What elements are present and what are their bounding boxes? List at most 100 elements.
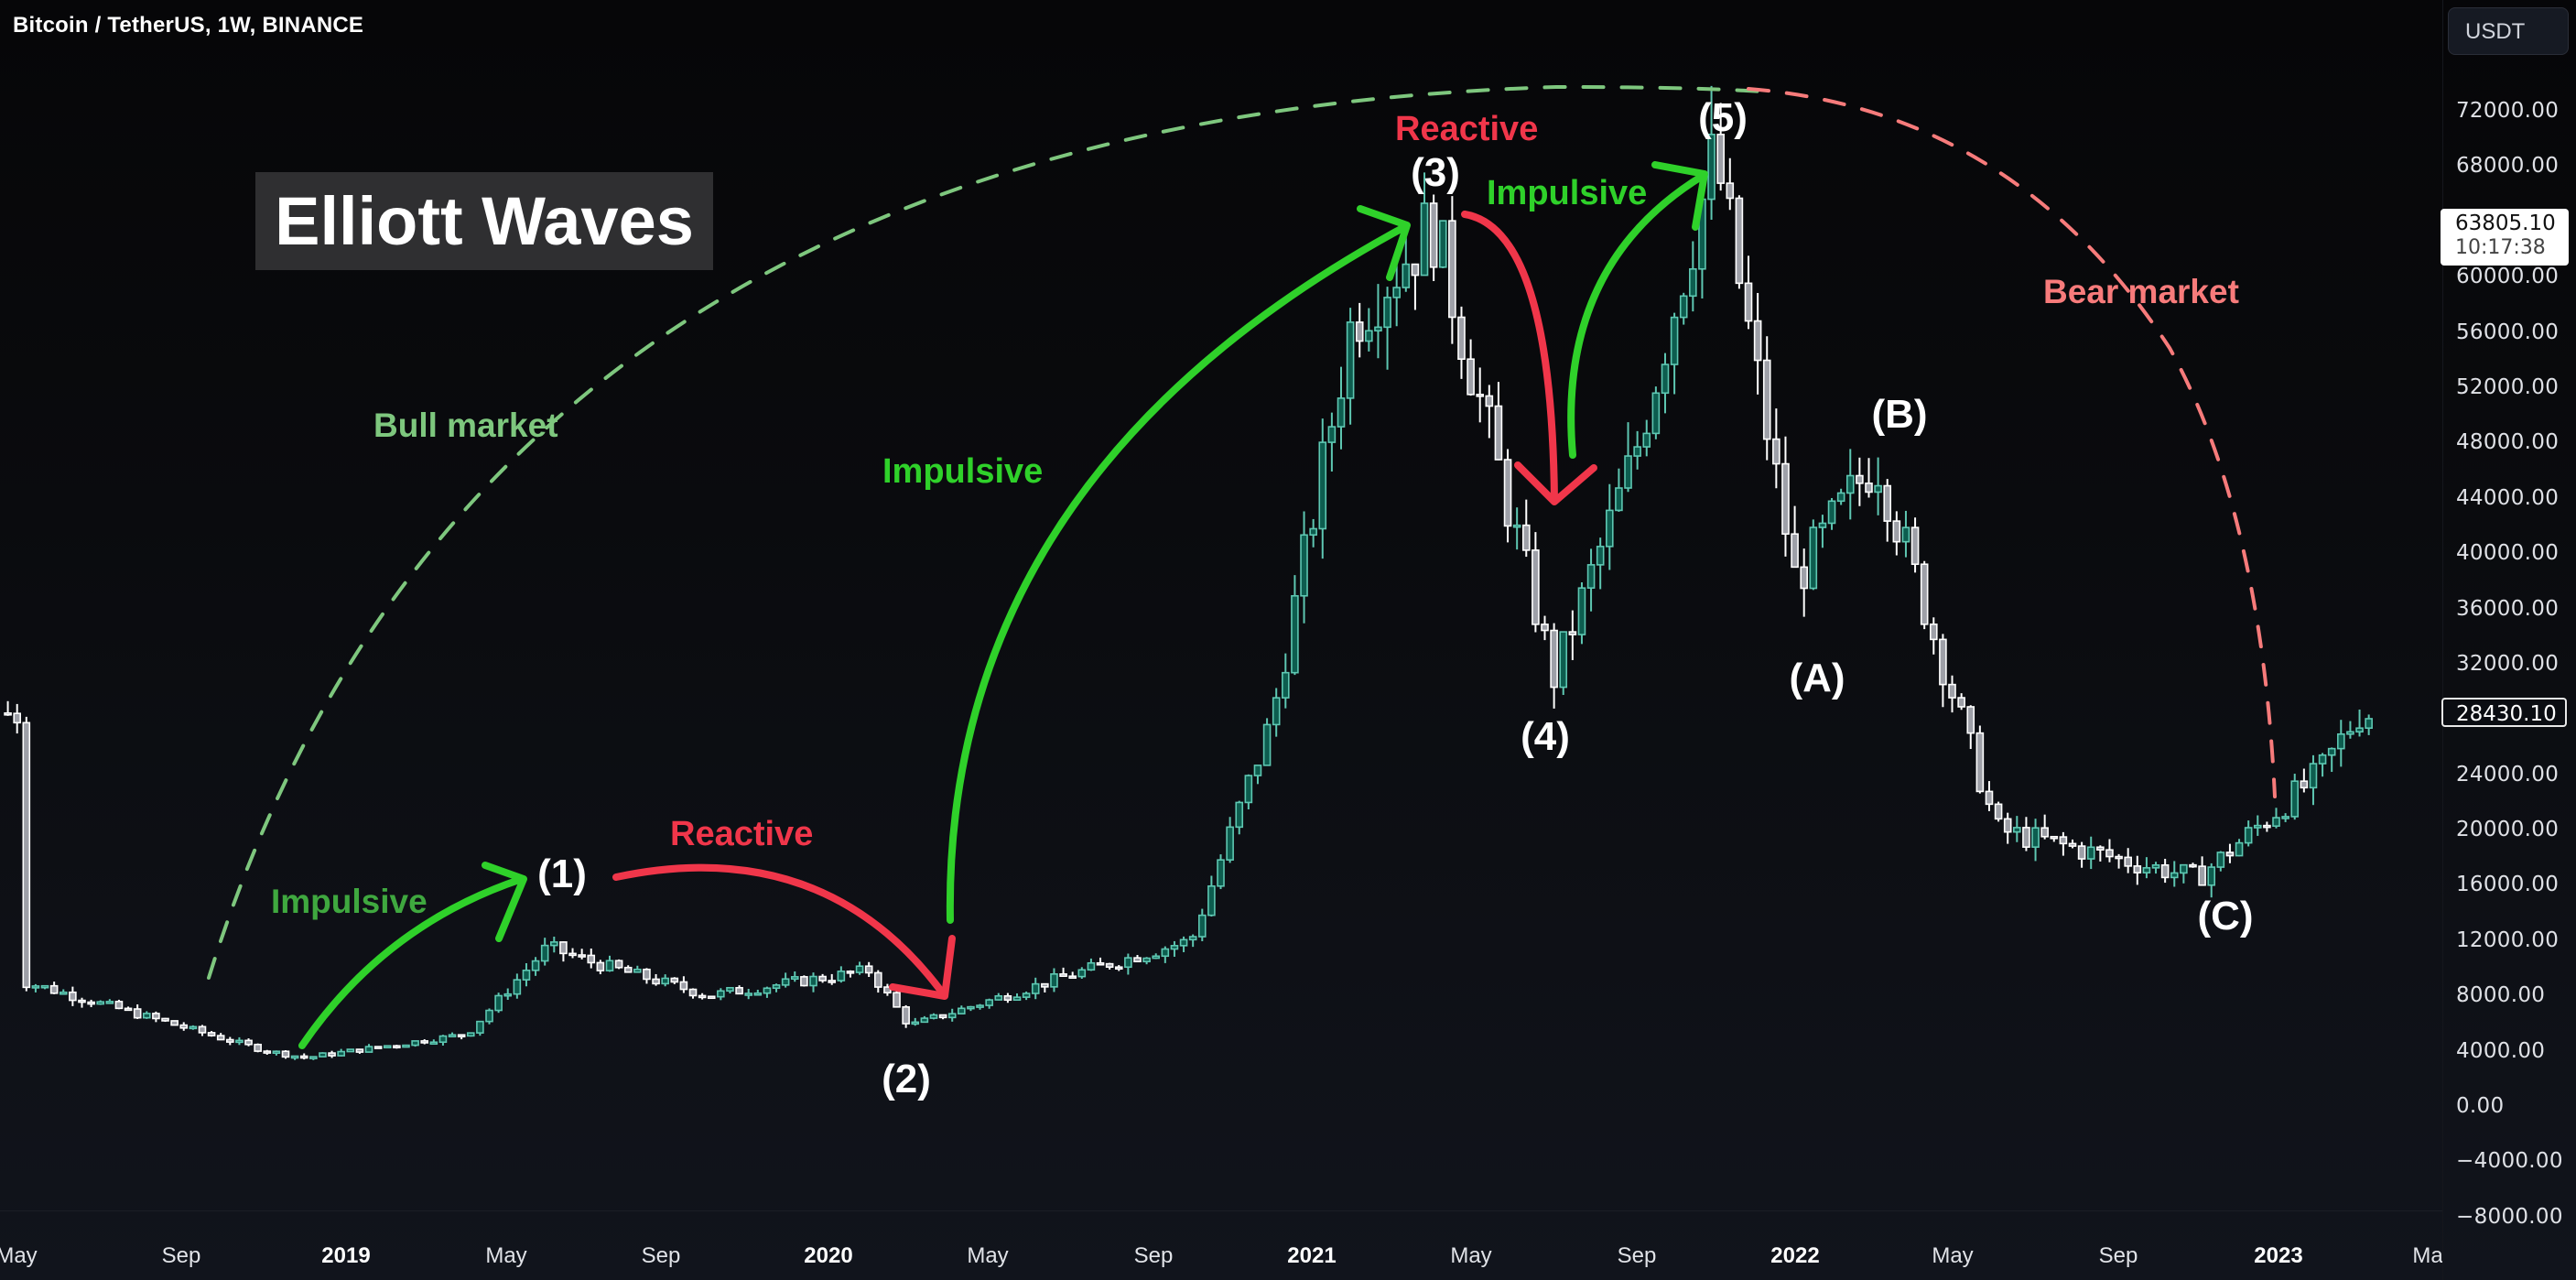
candle (2133, 855, 2142, 885)
candle (2050, 835, 2059, 842)
time-tick: 2019 (321, 1243, 371, 1268)
candle (605, 955, 614, 972)
candle (1809, 519, 1818, 591)
price-axis[interactable] (2442, 0, 2576, 1280)
candle (1670, 312, 1679, 395)
candle (1105, 962, 1114, 970)
candle (550, 937, 558, 953)
candle (1197, 908, 1207, 942)
wave-label-4: (4) (1521, 714, 1570, 759)
time-tick: May (1450, 1243, 1492, 1268)
time-tick: 2022 (1770, 1243, 1820, 1268)
candle (2105, 839, 2114, 862)
price-tick: 60000.00 (2456, 265, 2560, 289)
reactive-arrow-4 (1461, 211, 1558, 504)
candle (1438, 220, 1447, 268)
impulsive-arrowhead-3 (1357, 205, 1411, 281)
candle (1262, 718, 1272, 766)
candle (2124, 848, 2132, 873)
candle (393, 1045, 401, 1049)
price-tick: 12000.00 (2456, 927, 2560, 952)
candle (828, 973, 837, 985)
candle (967, 1005, 975, 1012)
candle (587, 948, 596, 969)
candle (2365, 714, 2373, 735)
candle (4, 700, 12, 716)
candle (1291, 575, 1299, 676)
candle (2013, 816, 2021, 842)
time-tick: 2020 (804, 1243, 853, 1268)
candle (1939, 634, 1947, 708)
candle (1726, 157, 1735, 211)
candle (1031, 977, 1040, 1000)
candle (1762, 336, 1771, 461)
candle (790, 971, 799, 982)
time-tick: 2023 (2254, 1243, 2303, 1268)
candle (96, 1000, 105, 1005)
candle (364, 1044, 373, 1053)
candle (2003, 812, 2012, 844)
candle (1355, 302, 1364, 358)
candle (1374, 284, 1382, 359)
candle (438, 1035, 448, 1046)
candle (2244, 820, 2253, 847)
candle (2068, 839, 2077, 849)
candle (1411, 263, 1420, 310)
candle (2059, 831, 2068, 856)
candle (2225, 843, 2235, 863)
candlestick-chart[interactable] (0, 0, 2442, 1210)
time-tick: May (1932, 1243, 1974, 1268)
candle (2207, 862, 2216, 898)
candle (494, 993, 503, 1014)
wave-label-2: (2) (882, 1057, 931, 1101)
last-price-value: 63805.10 (2455, 212, 2556, 235)
candle (623, 965, 633, 973)
candle (1791, 505, 1799, 569)
candle (2290, 774, 2300, 820)
candle (1532, 532, 1540, 633)
candle (198, 1025, 207, 1036)
candle (170, 1020, 179, 1026)
candle (1087, 958, 1096, 971)
currency-button[interactable]: USDT (2448, 7, 2569, 55)
candle (1948, 675, 1956, 713)
candle (1975, 725, 1985, 794)
reactive-arrow-2 (612, 863, 947, 997)
candle (2170, 861, 2179, 887)
candle (893, 991, 901, 1008)
candle (1161, 946, 1170, 963)
candle (1845, 449, 1855, 520)
candle (1559, 631, 1568, 696)
candle (873, 970, 882, 993)
wave-label-c: (C) (2197, 894, 2254, 938)
candle (540, 938, 549, 966)
candle (781, 972, 790, 988)
candle (1606, 483, 1614, 570)
candle (1012, 993, 1022, 1002)
price-tick: −4000.00 (2456, 1149, 2563, 1174)
candle (105, 999, 114, 1004)
candle (13, 703, 21, 734)
candle (911, 1017, 920, 1026)
candle (1716, 103, 1725, 191)
candle (1152, 953, 1161, 960)
candle (328, 1050, 336, 1058)
bull-market-curve (207, 85, 1764, 980)
candle (735, 985, 743, 995)
candle (698, 993, 707, 1000)
bull-market-label: Bull market (373, 407, 558, 444)
candle (1892, 511, 1901, 556)
price-tick: 40000.00 (2456, 541, 2560, 566)
candle (726, 986, 734, 994)
candle (254, 1043, 262, 1053)
candle (226, 1036, 234, 1046)
candle (614, 959, 623, 970)
reactive-label-4: Reactive (1395, 110, 1539, 148)
candle (1476, 367, 1485, 423)
price-tick: 44000.00 (2456, 485, 2560, 510)
candle (818, 973, 827, 983)
candle (1114, 965, 1123, 971)
candle (411, 1040, 419, 1047)
candle (1485, 385, 1494, 439)
